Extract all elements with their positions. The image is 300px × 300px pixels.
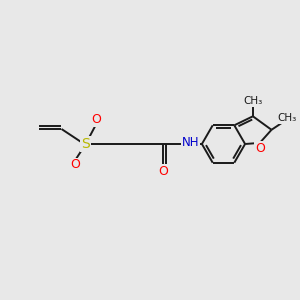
Text: O: O xyxy=(159,165,168,178)
Text: CH₃: CH₃ xyxy=(278,113,297,123)
Text: O: O xyxy=(70,158,80,172)
Text: O: O xyxy=(91,113,101,127)
Text: O: O xyxy=(255,142,265,155)
Text: NH: NH xyxy=(182,136,199,149)
Text: S: S xyxy=(81,137,90,151)
Text: CH₃: CH₃ xyxy=(243,96,262,106)
